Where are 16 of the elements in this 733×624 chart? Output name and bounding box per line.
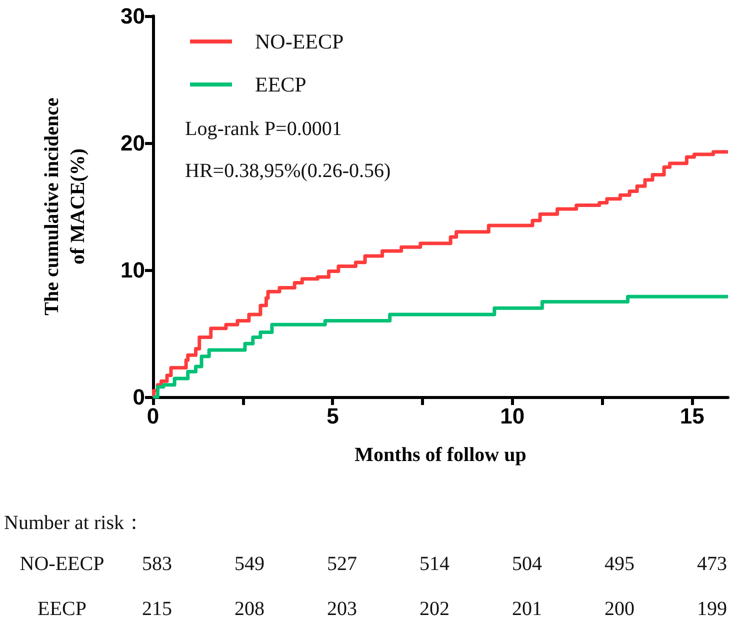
y-tick-label: 20	[120, 130, 145, 156]
annotation: Log-rank P=0.0001	[185, 118, 342, 141]
y-tick-label: 10	[120, 258, 145, 282]
legend-label: EECP	[255, 72, 306, 96]
y-tick-label: 0	[132, 384, 145, 410]
y-tick-label: 30	[120, 4, 145, 28]
x-tick-label: 10	[500, 404, 525, 428]
text: Number at risk：	[4, 511, 144, 536]
text: EECP 215 208 203 202 201 200 199	[38, 598, 727, 620]
x-tick-label: 15	[680, 404, 704, 428]
y-axis-title: The cumulative incidence of MACE(%)	[41, 97, 89, 316]
x-axis-title: Months of follow up	[354, 444, 526, 466]
text: NO-EECP 583 549 527 514 504 495 473	[20, 553, 727, 575]
x-tick-label: 5	[326, 404, 339, 428]
annotation: HR=0.38,95%(0.26-0.56)	[185, 160, 391, 183]
legend-label: NO-EECP	[255, 30, 344, 54]
